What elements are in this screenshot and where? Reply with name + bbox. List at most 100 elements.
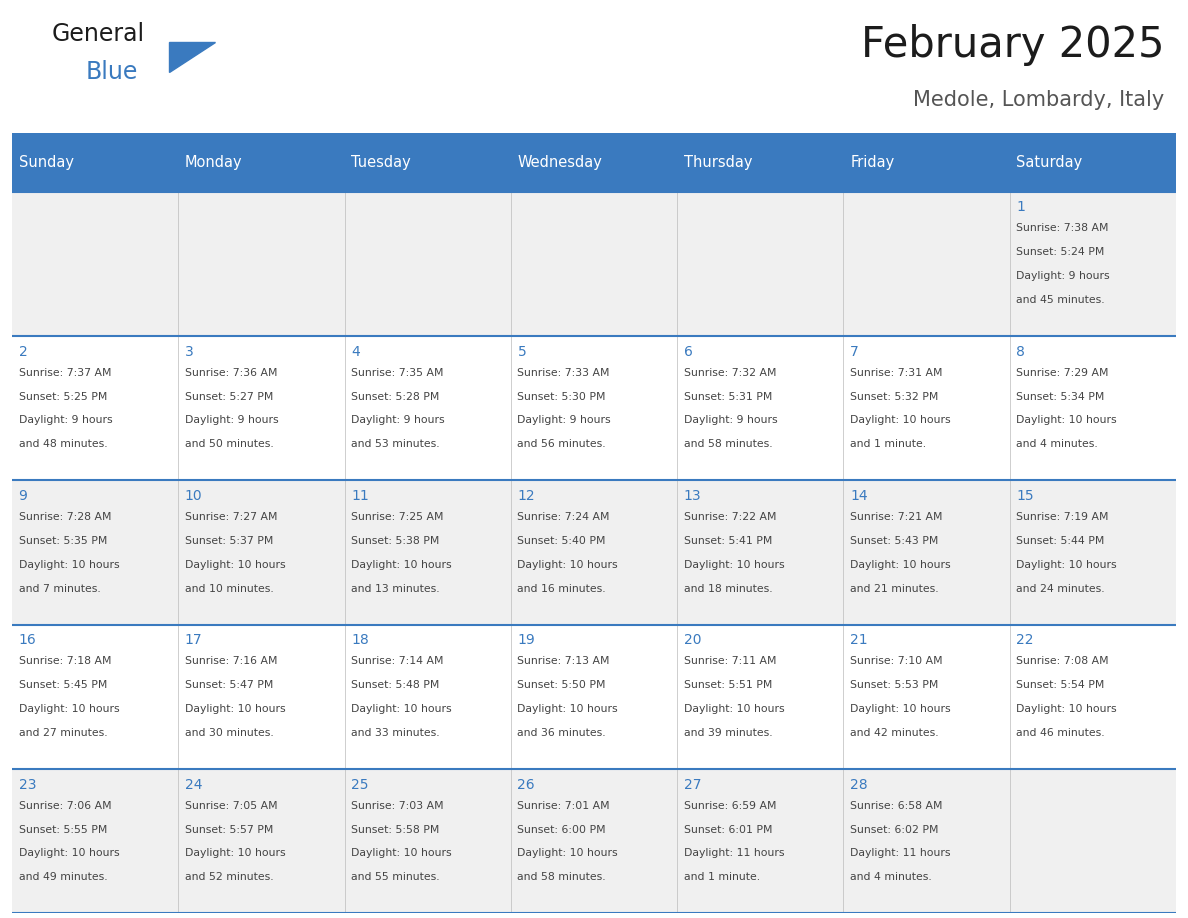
Text: and 50 minutes.: and 50 minutes. bbox=[185, 439, 273, 449]
Text: Sunset: 5:35 PM: Sunset: 5:35 PM bbox=[19, 536, 107, 546]
Text: and 1 minute.: and 1 minute. bbox=[851, 439, 927, 449]
Text: Daylight: 9 hours: Daylight: 9 hours bbox=[185, 415, 278, 425]
Bar bbox=[677, 336, 843, 480]
Bar bbox=[843, 192, 1010, 336]
Text: Sunrise: 7:36 AM: Sunrise: 7:36 AM bbox=[185, 368, 277, 377]
Bar bbox=[345, 769, 511, 913]
Text: Sunrise: 6:59 AM: Sunrise: 6:59 AM bbox=[684, 800, 776, 811]
Bar bbox=[12, 480, 178, 624]
Text: General: General bbox=[51, 22, 145, 46]
Text: Sunrise: 7:01 AM: Sunrise: 7:01 AM bbox=[518, 800, 611, 811]
Text: 19: 19 bbox=[518, 633, 536, 647]
Text: Sunset: 5:58 PM: Sunset: 5:58 PM bbox=[352, 824, 440, 834]
Text: Sunrise: 7:31 AM: Sunrise: 7:31 AM bbox=[851, 368, 942, 377]
Text: Sunset: 5:47 PM: Sunset: 5:47 PM bbox=[185, 680, 273, 690]
Text: and 18 minutes.: and 18 minutes. bbox=[684, 584, 772, 594]
Text: 27: 27 bbox=[684, 778, 701, 791]
Text: Daylight: 10 hours: Daylight: 10 hours bbox=[352, 848, 451, 858]
Text: Daylight: 10 hours: Daylight: 10 hours bbox=[19, 704, 119, 714]
Text: and 4 minutes.: and 4 minutes. bbox=[1017, 439, 1098, 449]
Text: Sunrise: 7:27 AM: Sunrise: 7:27 AM bbox=[185, 512, 277, 522]
Text: Sunrise: 7:24 AM: Sunrise: 7:24 AM bbox=[518, 512, 609, 522]
Bar bbox=[843, 133, 1010, 192]
Text: Daylight: 10 hours: Daylight: 10 hours bbox=[1017, 415, 1117, 425]
Text: Sunrise: 7:22 AM: Sunrise: 7:22 AM bbox=[684, 512, 776, 522]
Text: and 56 minutes.: and 56 minutes. bbox=[518, 439, 606, 449]
Text: Thursday: Thursday bbox=[684, 155, 752, 170]
Text: Sunrise: 7:08 AM: Sunrise: 7:08 AM bbox=[1017, 656, 1110, 666]
Text: and 52 minutes.: and 52 minutes. bbox=[185, 872, 273, 882]
Text: Sunset: 5:44 PM: Sunset: 5:44 PM bbox=[1017, 536, 1105, 546]
Text: Daylight: 11 hours: Daylight: 11 hours bbox=[684, 848, 784, 858]
Bar bbox=[178, 192, 345, 336]
Text: and 24 minutes.: and 24 minutes. bbox=[1017, 584, 1105, 594]
Text: 28: 28 bbox=[851, 778, 867, 791]
Text: and 21 minutes.: and 21 minutes. bbox=[851, 584, 939, 594]
Text: 2: 2 bbox=[19, 344, 27, 359]
Bar bbox=[12, 192, 178, 336]
Bar bbox=[12, 336, 178, 480]
Bar bbox=[677, 192, 843, 336]
Text: Sunrise: 7:10 AM: Sunrise: 7:10 AM bbox=[851, 656, 943, 666]
Text: Monday: Monday bbox=[185, 155, 242, 170]
Text: Saturday: Saturday bbox=[1017, 155, 1082, 170]
Text: Sunset: 5:50 PM: Sunset: 5:50 PM bbox=[518, 680, 606, 690]
Text: 5: 5 bbox=[518, 344, 526, 359]
Text: Sunset: 5:37 PM: Sunset: 5:37 PM bbox=[185, 536, 273, 546]
Text: Sunset: 6:01 PM: Sunset: 6:01 PM bbox=[684, 824, 772, 834]
Bar bbox=[12, 769, 178, 913]
Text: 17: 17 bbox=[185, 633, 202, 647]
Text: and 36 minutes.: and 36 minutes. bbox=[518, 728, 606, 738]
Text: Sunset: 5:53 PM: Sunset: 5:53 PM bbox=[851, 680, 939, 690]
Text: Sunrise: 7:38 AM: Sunrise: 7:38 AM bbox=[1017, 223, 1108, 233]
Text: Sunrise: 6:58 AM: Sunrise: 6:58 AM bbox=[851, 800, 942, 811]
Text: and 1 minute.: and 1 minute. bbox=[684, 872, 760, 882]
Text: and 45 minutes.: and 45 minutes. bbox=[1017, 295, 1105, 305]
Text: 12: 12 bbox=[518, 489, 535, 503]
Bar bbox=[511, 336, 677, 480]
Text: 21: 21 bbox=[851, 633, 867, 647]
Text: Sunrise: 7:03 AM: Sunrise: 7:03 AM bbox=[352, 800, 444, 811]
Bar bbox=[677, 133, 843, 192]
Text: Daylight: 10 hours: Daylight: 10 hours bbox=[352, 560, 451, 570]
Text: and 53 minutes.: and 53 minutes. bbox=[352, 439, 440, 449]
Bar bbox=[345, 336, 511, 480]
Text: Sunrise: 7:13 AM: Sunrise: 7:13 AM bbox=[518, 656, 609, 666]
Text: Sunrise: 7:35 AM: Sunrise: 7:35 AM bbox=[352, 368, 443, 377]
Text: Sunset: 6:02 PM: Sunset: 6:02 PM bbox=[851, 824, 939, 834]
Text: Sunset: 5:24 PM: Sunset: 5:24 PM bbox=[1017, 247, 1105, 257]
Text: Daylight: 10 hours: Daylight: 10 hours bbox=[1017, 704, 1117, 714]
Text: Sunrise: 7:21 AM: Sunrise: 7:21 AM bbox=[851, 512, 942, 522]
Text: Sunset: 5:38 PM: Sunset: 5:38 PM bbox=[352, 536, 440, 546]
Text: Sunrise: 7:28 AM: Sunrise: 7:28 AM bbox=[19, 512, 110, 522]
Bar bbox=[345, 133, 511, 192]
Text: and 27 minutes.: and 27 minutes. bbox=[19, 728, 107, 738]
Text: 13: 13 bbox=[684, 489, 701, 503]
Text: Sunset: 5:45 PM: Sunset: 5:45 PM bbox=[19, 680, 107, 690]
Text: Sunrise: 7:25 AM: Sunrise: 7:25 AM bbox=[352, 512, 443, 522]
Bar bbox=[178, 336, 345, 480]
Bar bbox=[511, 624, 677, 769]
Bar bbox=[178, 769, 345, 913]
Text: Sunset: 6:00 PM: Sunset: 6:00 PM bbox=[518, 824, 606, 834]
Text: Daylight: 10 hours: Daylight: 10 hours bbox=[185, 848, 285, 858]
Text: Sunset: 5:25 PM: Sunset: 5:25 PM bbox=[19, 392, 107, 401]
Bar bbox=[511, 480, 677, 624]
Text: 1: 1 bbox=[1017, 200, 1025, 214]
Text: Sunrise: 7:06 AM: Sunrise: 7:06 AM bbox=[19, 800, 112, 811]
Text: Sunset: 5:55 PM: Sunset: 5:55 PM bbox=[19, 824, 107, 834]
Text: Sunset: 5:43 PM: Sunset: 5:43 PM bbox=[851, 536, 939, 546]
Bar bbox=[511, 192, 677, 336]
Bar bbox=[843, 336, 1010, 480]
Text: Sunset: 5:48 PM: Sunset: 5:48 PM bbox=[352, 680, 440, 690]
Text: Sunrise: 7:14 AM: Sunrise: 7:14 AM bbox=[352, 656, 443, 666]
Text: Sunrise: 7:29 AM: Sunrise: 7:29 AM bbox=[1017, 368, 1108, 377]
Text: Sunset: 5:54 PM: Sunset: 5:54 PM bbox=[1017, 680, 1105, 690]
Text: Daylight: 10 hours: Daylight: 10 hours bbox=[851, 704, 950, 714]
Text: and 58 minutes.: and 58 minutes. bbox=[684, 439, 772, 449]
Bar bbox=[12, 133, 178, 192]
Text: and 13 minutes.: and 13 minutes. bbox=[352, 584, 440, 594]
Text: Sunrise: 7:32 AM: Sunrise: 7:32 AM bbox=[684, 368, 776, 377]
Text: Sunrise: 7:05 AM: Sunrise: 7:05 AM bbox=[185, 800, 278, 811]
Text: Sunset: 5:31 PM: Sunset: 5:31 PM bbox=[684, 392, 772, 401]
